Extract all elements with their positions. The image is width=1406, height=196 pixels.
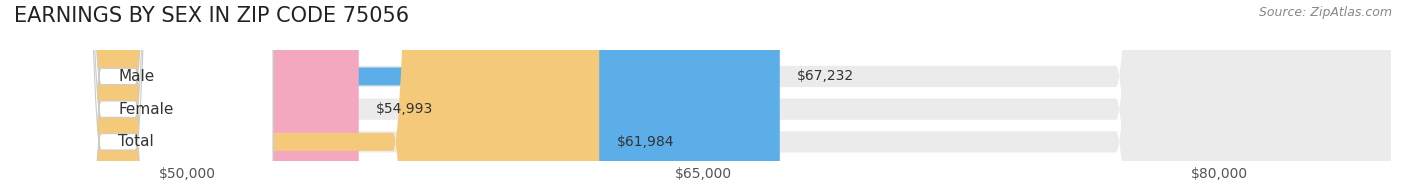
FancyBboxPatch shape (15, 0, 599, 196)
FancyBboxPatch shape (15, 0, 780, 196)
Text: Male: Male (118, 69, 155, 84)
FancyBboxPatch shape (0, 0, 273, 196)
FancyBboxPatch shape (15, 0, 1391, 196)
FancyBboxPatch shape (15, 0, 1391, 196)
Text: $61,984: $61,984 (616, 135, 673, 149)
FancyBboxPatch shape (0, 0, 273, 196)
FancyBboxPatch shape (15, 0, 1391, 196)
Text: Female: Female (118, 102, 173, 117)
Text: $54,993: $54,993 (375, 102, 433, 116)
Text: Total: Total (118, 134, 153, 149)
Text: EARNINGS BY SEX IN ZIP CODE 75056: EARNINGS BY SEX IN ZIP CODE 75056 (14, 6, 409, 26)
FancyBboxPatch shape (15, 0, 359, 196)
Text: Source: ZipAtlas.com: Source: ZipAtlas.com (1258, 6, 1392, 19)
Text: $67,232: $67,232 (797, 69, 853, 83)
FancyBboxPatch shape (0, 0, 273, 196)
